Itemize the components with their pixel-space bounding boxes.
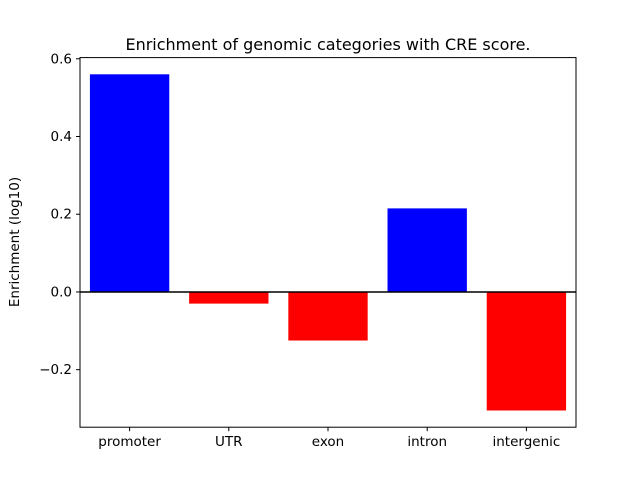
x-tick-label-intron: intron	[407, 434, 447, 450]
bar-exon	[288, 291, 368, 341]
x-tick-label-UTR: UTR	[215, 434, 243, 450]
x-tick-label-intergenic: intergenic	[492, 434, 560, 450]
bar-intron	[387, 208, 467, 292]
y-tick-label: 0.2	[51, 207, 72, 223]
y-tick-label: −0.2	[39, 362, 72, 378]
y-tick-label: 0.4	[51, 129, 72, 145]
bar-UTR	[189, 291, 269, 304]
bar-intergenic	[486, 291, 567, 411]
x-tick-label-exon: exon	[312, 434, 344, 450]
x-tick-label-promoter: promoter	[98, 434, 161, 450]
y-tick-label: 0.0	[51, 284, 72, 300]
bar-promoter	[89, 74, 170, 292]
chart-title: Enrichment of genomic categories with CR…	[125, 35, 531, 54]
y-tick-label: 0.6	[51, 51, 72, 67]
